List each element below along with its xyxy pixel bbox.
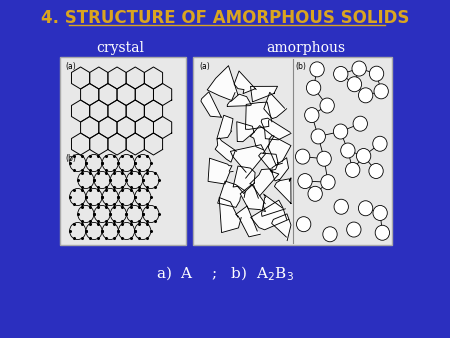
Text: crystal: crystal bbox=[96, 41, 144, 55]
Circle shape bbox=[346, 222, 361, 237]
Polygon shape bbox=[233, 166, 255, 194]
Text: 4. STRUCTURE OF AMORPHOUS SOLIDS: 4. STRUCTURE OF AMORPHOUS SOLIDS bbox=[41, 9, 409, 27]
Polygon shape bbox=[201, 92, 221, 117]
Circle shape bbox=[333, 124, 348, 139]
Polygon shape bbox=[250, 126, 274, 153]
Circle shape bbox=[356, 148, 371, 164]
Circle shape bbox=[374, 84, 388, 99]
Polygon shape bbox=[272, 214, 291, 241]
Polygon shape bbox=[218, 181, 245, 208]
Polygon shape bbox=[264, 92, 287, 119]
Polygon shape bbox=[207, 66, 238, 100]
Circle shape bbox=[311, 129, 325, 144]
Polygon shape bbox=[217, 115, 233, 139]
Polygon shape bbox=[234, 71, 256, 94]
Polygon shape bbox=[272, 158, 288, 181]
Circle shape bbox=[358, 201, 373, 216]
Polygon shape bbox=[230, 145, 266, 178]
Circle shape bbox=[341, 143, 355, 158]
Circle shape bbox=[320, 98, 334, 113]
Text: (a): (a) bbox=[199, 63, 210, 72]
Polygon shape bbox=[208, 158, 233, 184]
Circle shape bbox=[369, 66, 384, 81]
Circle shape bbox=[323, 227, 337, 242]
Text: (b): (b) bbox=[296, 63, 306, 72]
Circle shape bbox=[373, 136, 387, 151]
Circle shape bbox=[306, 80, 321, 95]
Polygon shape bbox=[246, 102, 272, 129]
Circle shape bbox=[305, 107, 319, 123]
Circle shape bbox=[373, 206, 387, 220]
Polygon shape bbox=[215, 138, 237, 162]
Circle shape bbox=[353, 116, 368, 131]
Polygon shape bbox=[251, 200, 289, 230]
Polygon shape bbox=[236, 206, 260, 237]
Circle shape bbox=[298, 174, 312, 189]
Polygon shape bbox=[237, 122, 254, 142]
Polygon shape bbox=[240, 185, 266, 212]
Polygon shape bbox=[259, 153, 278, 173]
Circle shape bbox=[321, 175, 335, 190]
Bar bbox=[59, 57, 186, 245]
Circle shape bbox=[317, 151, 331, 166]
Circle shape bbox=[308, 186, 322, 201]
Polygon shape bbox=[261, 194, 285, 216]
Circle shape bbox=[347, 77, 362, 92]
Polygon shape bbox=[261, 118, 291, 140]
Circle shape bbox=[375, 225, 390, 240]
Circle shape bbox=[333, 67, 348, 81]
Polygon shape bbox=[219, 197, 241, 233]
Circle shape bbox=[352, 61, 366, 76]
Polygon shape bbox=[268, 136, 291, 165]
Polygon shape bbox=[274, 178, 291, 203]
Circle shape bbox=[346, 163, 360, 177]
Circle shape bbox=[359, 88, 373, 103]
Circle shape bbox=[310, 62, 324, 77]
Bar bbox=[194, 57, 392, 245]
Circle shape bbox=[297, 217, 311, 232]
Circle shape bbox=[334, 199, 348, 214]
Text: amorphous: amorphous bbox=[267, 41, 346, 55]
Text: (a): (a) bbox=[65, 63, 76, 72]
Polygon shape bbox=[227, 94, 252, 106]
Circle shape bbox=[369, 164, 383, 178]
Circle shape bbox=[296, 149, 310, 164]
Text: a)  A    ;   b)  A$_2$B$_3$: a) A ; b) A$_2$B$_3$ bbox=[156, 265, 294, 283]
Polygon shape bbox=[250, 169, 279, 198]
Polygon shape bbox=[251, 86, 278, 102]
Text: (b): (b) bbox=[65, 153, 76, 163]
